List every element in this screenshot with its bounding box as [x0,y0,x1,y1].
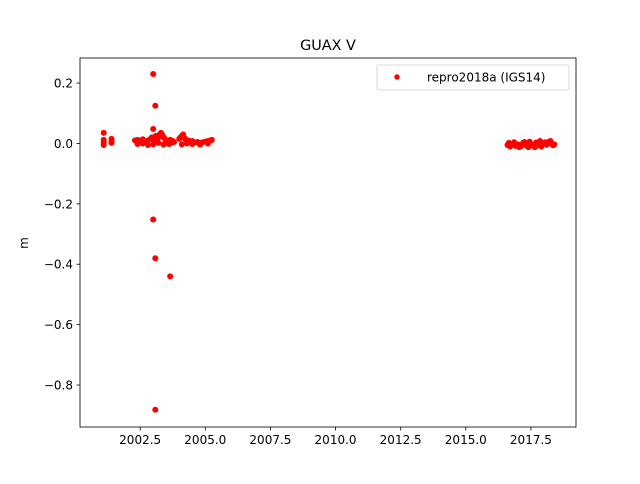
y-tick-label: 0.0 [54,137,73,151]
data-point [152,255,159,262]
x-tick-label: 2012.5 [380,433,422,447]
data-point [505,139,512,146]
plot-area-frame [79,57,577,428]
data-point [150,125,157,132]
x-tick-label: 2010.0 [315,433,357,447]
legend-box [376,64,570,91]
data-point [521,138,528,145]
data-point [150,141,157,148]
legend-label: repro2018a (IGS14) [427,71,545,85]
data-point [167,273,174,280]
x-axis: 2002.5 2005.0 2007.5 2010.0 2012.5 2015.0 2017… [119,427,552,447]
data-point [152,102,159,109]
data-point [511,139,517,146]
data-point [144,141,151,148]
data-point [197,141,204,148]
data-point [160,141,167,148]
scatter-points [100,71,558,413]
data-point [100,129,107,136]
data-point [531,144,538,151]
data-point [542,139,549,146]
chart-title: GUAX V [300,38,356,54]
y-tick-label: −0.4 [44,258,73,272]
x-tick-label: 2015.0 [445,433,487,447]
data-point [516,144,523,151]
legend: repro2018a (IGS14) [376,64,570,91]
data-point [178,141,185,148]
x-tick-label: 2007.5 [249,433,291,447]
x-tick-label: 2005.0 [184,433,226,447]
legend-marker [394,74,400,80]
data-point [134,141,141,148]
data-point [208,136,215,143]
y-tick-label: 0.2 [54,77,73,91]
data-point [204,140,211,147]
data-point [100,141,107,148]
data-point [155,139,162,146]
y-axis-label: m [17,237,31,249]
y-axis: 0.2 0.0 −0.2 −0.4 −0.6 −0.8 [44,77,80,393]
data-point [152,406,159,413]
y-tick-label: −0.2 [44,197,73,211]
data-point [526,138,533,145]
data-point [537,138,544,145]
data-point [108,139,115,146]
data-point [150,71,157,78]
x-tick-label: 2002.5 [119,433,161,447]
data-point [184,140,191,147]
data-point [550,142,557,149]
x-tick-label: 2017.5 [510,433,552,447]
y-tick-label: −0.6 [44,318,73,332]
data-point [189,141,196,148]
y-tick-label: −0.8 [44,379,73,393]
data-point [171,138,178,145]
data-point [150,216,157,223]
data-point [139,140,146,147]
data-point [165,141,172,148]
